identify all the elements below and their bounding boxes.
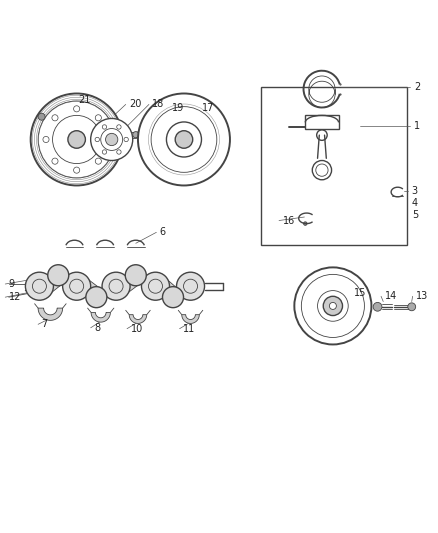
Polygon shape	[51, 270, 67, 293]
Circle shape	[373, 302, 382, 311]
Text: 6: 6	[160, 228, 166, 237]
Polygon shape	[167, 279, 181, 302]
Text: 18: 18	[152, 100, 165, 109]
Circle shape	[74, 167, 80, 173]
Circle shape	[52, 115, 58, 121]
Circle shape	[304, 222, 307, 225]
FancyBboxPatch shape	[305, 115, 339, 130]
Circle shape	[52, 158, 58, 164]
Text: 1: 1	[414, 122, 420, 131]
Text: 2: 2	[414, 82, 420, 92]
Text: 3: 3	[412, 186, 418, 196]
Polygon shape	[127, 270, 144, 293]
Text: 9: 9	[9, 279, 15, 289]
Circle shape	[102, 125, 107, 129]
Text: 4: 4	[412, 198, 418, 208]
Circle shape	[125, 265, 146, 286]
Text: 11: 11	[183, 324, 195, 334]
Circle shape	[162, 287, 184, 308]
Text: 10: 10	[131, 324, 143, 334]
Circle shape	[102, 272, 130, 300]
Text: 14: 14	[385, 291, 397, 301]
Text: 17: 17	[202, 103, 215, 113]
Circle shape	[138, 93, 230, 185]
Text: 8: 8	[94, 323, 100, 333]
Polygon shape	[182, 314, 199, 324]
Circle shape	[38, 113, 45, 120]
Circle shape	[102, 150, 106, 154]
Circle shape	[43, 136, 49, 142]
Circle shape	[124, 138, 128, 142]
Circle shape	[117, 125, 121, 129]
Circle shape	[141, 272, 170, 300]
Circle shape	[117, 150, 121, 154]
Polygon shape	[38, 308, 63, 320]
Circle shape	[106, 133, 118, 146]
Polygon shape	[91, 312, 110, 322]
Circle shape	[74, 106, 80, 112]
Circle shape	[133, 132, 139, 138]
Circle shape	[48, 265, 69, 286]
Circle shape	[323, 296, 343, 316]
Circle shape	[31, 93, 123, 185]
Text: 19: 19	[172, 103, 184, 113]
Text: 12: 12	[9, 292, 21, 302]
Polygon shape	[88, 279, 105, 302]
Circle shape	[175, 131, 193, 148]
Text: 21: 21	[78, 95, 90, 105]
Circle shape	[95, 158, 101, 164]
Circle shape	[91, 118, 133, 160]
Text: 13: 13	[416, 291, 428, 301]
Circle shape	[25, 272, 53, 300]
Circle shape	[63, 272, 91, 300]
Polygon shape	[129, 314, 147, 324]
Circle shape	[95, 138, 99, 142]
Circle shape	[68, 131, 85, 148]
Text: 7: 7	[42, 319, 48, 329]
FancyBboxPatch shape	[261, 87, 407, 245]
Circle shape	[408, 303, 416, 311]
Circle shape	[86, 287, 107, 308]
Circle shape	[95, 115, 101, 121]
Text: 20: 20	[129, 100, 141, 109]
Text: 5: 5	[412, 210, 418, 220]
Circle shape	[177, 272, 205, 300]
Circle shape	[104, 136, 110, 142]
Text: 16: 16	[283, 215, 295, 225]
Text: 15: 15	[354, 288, 366, 298]
Circle shape	[294, 268, 371, 344]
Circle shape	[329, 302, 336, 310]
